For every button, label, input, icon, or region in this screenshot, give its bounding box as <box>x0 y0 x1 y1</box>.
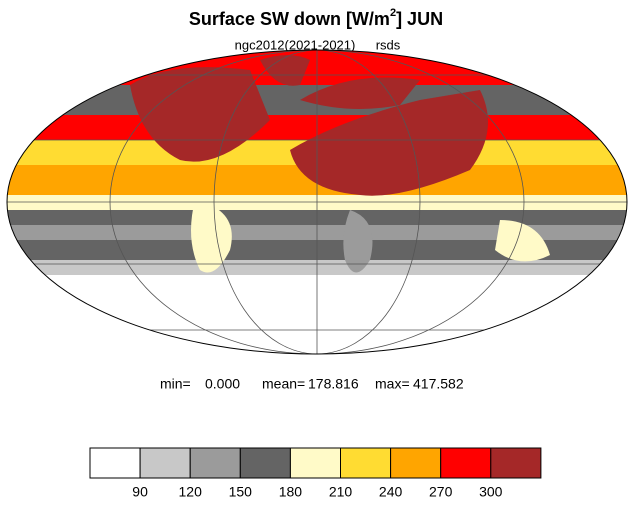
title-text: Surface SW down [W/m <box>189 9 390 29</box>
colorbar-label: 180 <box>279 484 303 500</box>
color-box <box>89 447 141 479</box>
max-label: max= <box>375 376 410 392</box>
globe-outline <box>6 49 628 355</box>
colorbar-label: 210 <box>329 484 353 500</box>
colorbar-label: 120 <box>179 484 203 500</box>
colorbar: 90 120 150 180 210 240 270 300 <box>89 447 542 500</box>
statistics: min= 0.000 mean= 178.816 max= 417.582 <box>160 376 464 392</box>
color-box <box>289 447 341 479</box>
colorbar-label: 270 <box>429 484 453 500</box>
title-text-end: ] JUN <box>396 9 443 29</box>
color-box <box>490 447 542 479</box>
color-box <box>189 447 241 479</box>
subtitle: ngc2012(2021-2021) <box>235 37 356 52</box>
mean-label: mean= <box>262 376 305 392</box>
title-superscript: 2 <box>390 7 396 19</box>
min-label: min= <box>160 376 191 392</box>
colorbar-label: 240 <box>379 484 403 500</box>
colorbar-label: 150 <box>229 484 253 500</box>
min-value: 0.000 <box>205 376 240 392</box>
colorbar-label: 90 <box>132 484 148 500</box>
color-box <box>440 447 492 479</box>
colorbar-label: 300 <box>479 484 503 500</box>
map <box>7 50 627 354</box>
color-box <box>340 447 392 479</box>
mean-value: 178.816 <box>308 376 359 392</box>
color-box <box>390 447 442 479</box>
max-value: 417.582 <box>413 376 464 392</box>
variable-name: rsds <box>376 37 401 52</box>
color-box <box>139 447 191 479</box>
title: Surface SW down [W/m2] JUN <box>189 7 443 29</box>
color-box <box>239 447 291 479</box>
